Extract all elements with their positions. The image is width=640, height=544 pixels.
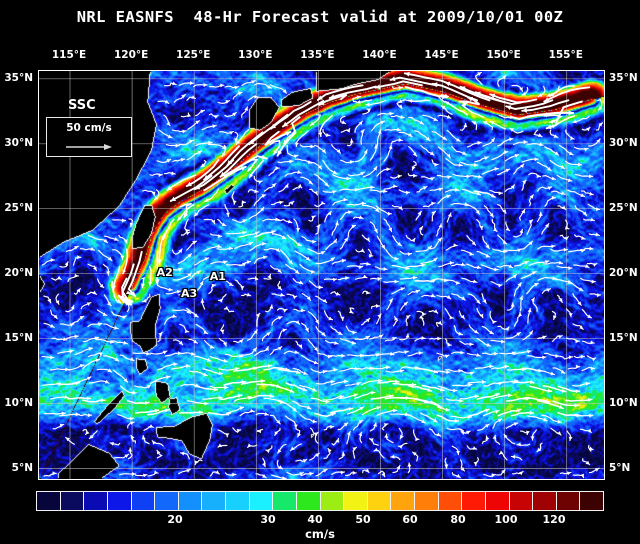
colorbar-tick-label: 30	[260, 513, 276, 526]
colorbar-swatch	[485, 492, 510, 510]
latitude-tick-label: 15°N	[609, 331, 638, 344]
current-speed-map[interactable]	[38, 70, 605, 480]
colorbar-swatch	[438, 492, 463, 510]
colorbar-swatch	[415, 492, 439, 510]
latitude-tick-label: 30°N	[4, 136, 33, 149]
longitude-tick-label: 115°E	[51, 49, 87, 61]
latitude-tick-label: 10°N	[4, 396, 33, 409]
colorbar-swatch	[131, 492, 156, 510]
latitude-tick-label: 25°N	[609, 201, 638, 214]
speed-colorbar	[36, 491, 604, 511]
colorbar-tick-label: 60	[402, 513, 418, 526]
colorbar-tick-label: 120	[542, 513, 566, 526]
longitude-tick-label: 135°E	[300, 49, 335, 61]
latitude-tick-label: 10°N	[609, 396, 638, 409]
colorbar-swatch	[178, 492, 203, 510]
colorbar-swatch	[107, 492, 132, 510]
colorbar-swatch	[296, 492, 321, 510]
longitude-tick-label: 125°E	[176, 49, 211, 61]
colorbar-swatch	[580, 492, 603, 510]
colorbar-swatch	[273, 492, 297, 510]
vector-scale-key: 50 cm/s	[46, 117, 132, 157]
vector-key-label: 50 cm/s	[66, 122, 112, 134]
current-vector-overlay	[39, 71, 604, 479]
longitude-tick-label: 120°E	[113, 49, 149, 61]
latitude-tick-label: 35°N	[609, 71, 638, 84]
colorbar-swatch	[155, 492, 179, 510]
colorbar-units-label: cm/s	[305, 527, 335, 541]
latitude-tick-label: 5°N	[609, 461, 631, 474]
colorbar-tick-label: 50	[355, 513, 371, 526]
colorbar-tick-label: 20	[167, 513, 183, 526]
latitude-tick-label: 25°N	[4, 201, 33, 214]
colorbar-swatch	[60, 492, 85, 510]
colorbar-swatch	[509, 492, 534, 510]
colorbar-swatch	[533, 492, 557, 510]
colorbar-swatch	[367, 492, 392, 510]
longitude-tick-label: 145°E	[424, 49, 459, 61]
colorbar-swatch	[202, 492, 226, 510]
latitude-tick-label: 30°N	[609, 136, 638, 149]
eddy-label-a1: A1	[209, 269, 226, 283]
colorbar-swatch	[320, 492, 345, 510]
eddy-label-a2: A2	[156, 265, 173, 279]
colorbar-swatch	[462, 492, 486, 510]
colorbar-swatch	[344, 492, 368, 510]
latitude-tick-label: 15°N	[4, 331, 33, 344]
latitude-tick-label: 5°N	[11, 461, 33, 474]
longitude-tick-label: 150°E	[486, 49, 521, 61]
vector-key-arrow-icon	[66, 144, 112, 150]
ssc-legend-label: SSC	[68, 98, 96, 113]
longitude-tick-label: 140°E	[362, 49, 397, 61]
longitude-tick-label: 155°E	[548, 49, 583, 61]
colorbar-swatch	[249, 492, 274, 510]
longitude-tick-label: 130°E	[238, 49, 273, 61]
colorbar-swatch	[556, 492, 581, 510]
eddy-label-a3: A3	[180, 287, 198, 301]
colorbar-swatch	[37, 492, 61, 510]
colorbar-swatch	[226, 492, 250, 510]
latitude-tick-label: 35°N	[4, 71, 33, 84]
page-title: NRL EASNFS 48-Hr Forecast valid at 2009/…	[76, 8, 564, 26]
colorbar-tick-label: 80	[450, 513, 466, 526]
latitude-tick-label: 20°N	[4, 266, 33, 279]
colorbar-tick-label: 40	[307, 513, 323, 526]
colorbar-tick-label: 100	[494, 513, 518, 526]
latitude-tick-label: 20°N	[609, 266, 638, 279]
colorbar-swatch	[391, 492, 415, 510]
colorbar-swatch	[84, 492, 108, 510]
